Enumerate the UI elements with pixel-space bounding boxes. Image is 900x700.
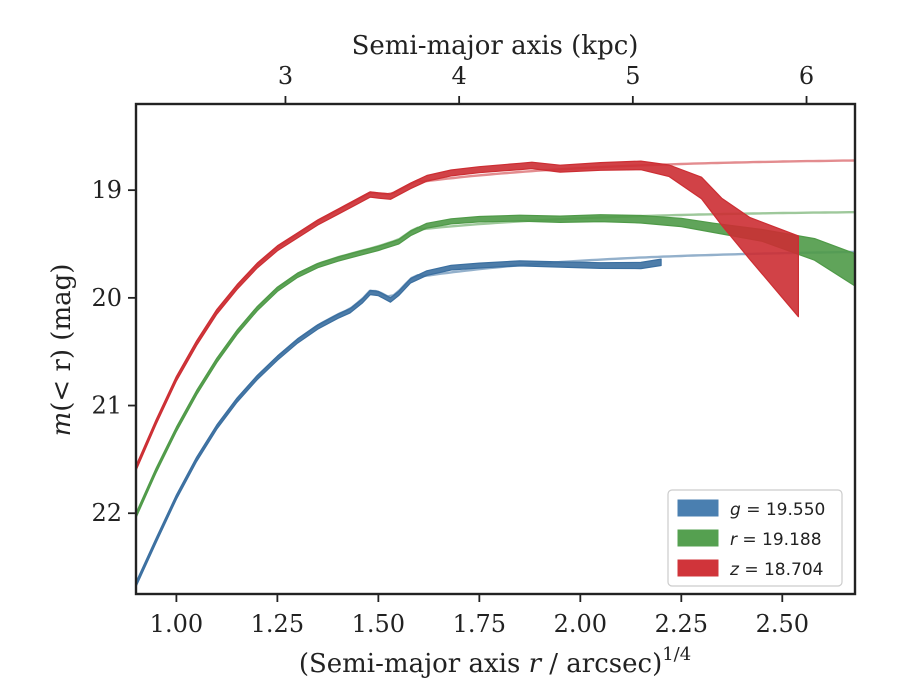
plot-frame bbox=[134, 102, 857, 596]
series-band-z bbox=[136, 160, 799, 471]
x-tick-label: 2.50 bbox=[756, 610, 809, 638]
legend-swatch-r bbox=[677, 529, 719, 547]
y-tick-label: 21 bbox=[91, 392, 122, 420]
legend-swatch-g bbox=[677, 499, 719, 517]
y-tick-label: 22 bbox=[91, 499, 122, 527]
top-axis-title: Semi-major axis (kpc) bbox=[352, 31, 639, 61]
x-tick-label: 2.25 bbox=[655, 610, 708, 638]
y-tick-label: 19 bbox=[91, 176, 122, 204]
y-axis-title: m(< r) (mag) bbox=[47, 264, 77, 437]
x-tick-label: 1.50 bbox=[352, 610, 405, 638]
x-axis-title: (Semi-major axis r / arcsec)1/4 bbox=[299, 644, 691, 679]
top-tick-label: 5 bbox=[625, 62, 640, 90]
x-axis-title-main: (Semi-major axis bbox=[299, 649, 529, 679]
legend-value-g: = 19.550 bbox=[741, 500, 826, 520]
x-tick-label: 1.00 bbox=[150, 610, 203, 638]
model-curve-r bbox=[136, 211, 855, 517]
series-band-r bbox=[136, 214, 855, 519]
top-tick-label: 3 bbox=[278, 62, 293, 90]
legend-label-z: z = 18.704 bbox=[729, 560, 823, 580]
y-axis-title-paren: (< r) bbox=[47, 349, 77, 412]
model-curve-z bbox=[136, 159, 855, 470]
legend-value-z: = 18.704 bbox=[739, 560, 824, 580]
legend-value-r: = 19.188 bbox=[737, 530, 822, 550]
y-axis-title-var: m bbox=[47, 412, 77, 437]
x-axis-title-exponent: 1/4 bbox=[662, 644, 691, 665]
legend-swatch-z bbox=[677, 559, 719, 577]
x-tick-label: 2.00 bbox=[554, 610, 607, 638]
series-band-g bbox=[136, 258, 662, 588]
legend: g = 19.550 r = 19.188 z = 18.704 bbox=[667, 489, 843, 587]
legend-band-r: r bbox=[730, 530, 738, 550]
x-axis-title-var: r bbox=[529, 649, 543, 679]
x-tick-label: 1.25 bbox=[251, 610, 304, 638]
top-tick-label: 4 bbox=[452, 62, 467, 90]
legend-band-z: z bbox=[729, 560, 740, 580]
series-bands bbox=[136, 160, 855, 588]
legend-band-g: g bbox=[730, 500, 741, 520]
legend-label-r: r = 19.188 bbox=[730, 530, 822, 550]
y-axis-title-unit: (mag) bbox=[47, 264, 77, 349]
axis-ticks: 1.00 1.25 1.50 1.75 2.00 2.25 2.50 19 20 21 22 3 4 5 6 bbox=[91, 62, 814, 638]
x-axis-title-tail: / arcsec) bbox=[541, 649, 662, 679]
x-tick-label: 1.75 bbox=[453, 610, 506, 638]
y-tick-label: 20 bbox=[91, 284, 122, 312]
legend-label-g: g = 19.550 bbox=[730, 500, 825, 520]
top-tick-label: 6 bbox=[799, 62, 814, 90]
